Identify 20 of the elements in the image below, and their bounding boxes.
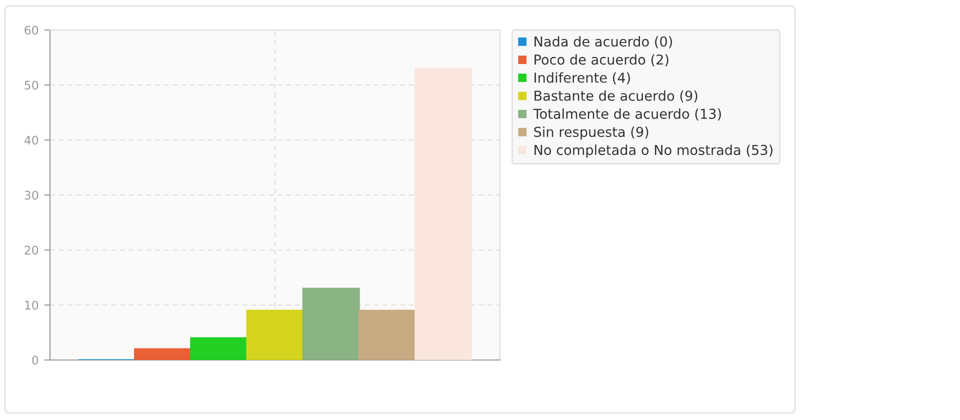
y-tick-label: 10	[25, 300, 38, 310]
legend-label: Totalmente de acuerdo (13)	[533, 108, 721, 121]
legend-label: No completada o No mostrada (53)	[534, 144, 772, 158]
y-tick-label: 60	[24, 26, 38, 35]
y-tick-label: 0	[32, 356, 38, 365]
legend-label: Nada de acuerdo (0)	[534, 36, 672, 48]
y-tick-label: 40	[24, 136, 38, 145]
y-tick-label: 30	[24, 190, 38, 200]
bar	[134, 348, 192, 360]
bar	[246, 310, 304, 360]
bar	[302, 288, 360, 360]
legend-label: Indiferente (4)	[534, 72, 630, 84]
bar	[190, 337, 248, 360]
legend-label: Poco de acuerdo (2)	[534, 54, 668, 66]
bar	[358, 310, 416, 360]
legend-label: Sin respuesta (9)	[534, 126, 648, 140]
y-tick-label: 20	[24, 246, 38, 255]
bar	[414, 68, 472, 360]
y-tick-label: 50	[24, 80, 38, 90]
legend-label: Bastante de acuerdo (9)	[534, 90, 698, 102]
